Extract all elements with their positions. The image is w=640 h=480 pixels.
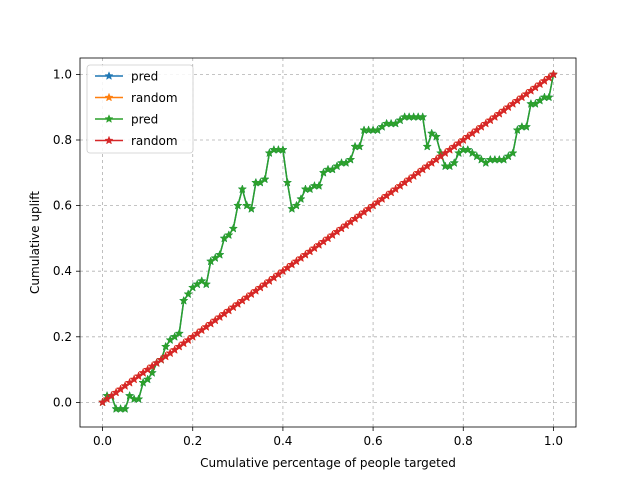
y-tick-label: 1.0 xyxy=(53,67,72,81)
data-point xyxy=(431,131,441,141)
y-tick-label: 0.8 xyxy=(53,133,72,147)
data-point xyxy=(179,295,189,305)
data-point xyxy=(174,328,184,338)
data-point xyxy=(228,223,238,233)
legend-label: random xyxy=(131,134,178,148)
data-point xyxy=(354,141,365,151)
plot-frame xyxy=(79,57,577,428)
data-point xyxy=(544,92,554,102)
legend-swatch-marker xyxy=(104,135,114,145)
x-tick-label: 0.0 xyxy=(93,434,112,448)
legend-swatch-marker xyxy=(104,92,114,102)
legend-swatch-marker xyxy=(104,71,114,80)
data-point xyxy=(215,249,225,259)
data-point xyxy=(345,154,356,164)
data-point xyxy=(508,148,518,158)
data-point xyxy=(521,121,532,131)
x-tick-label: 0.2 xyxy=(183,434,202,448)
x-axis-label: Cumulative percentage of people targeted xyxy=(200,456,456,470)
data-point xyxy=(142,374,153,384)
data-point xyxy=(314,181,324,190)
x-tick-label: 0.8 xyxy=(454,434,473,448)
data-point xyxy=(291,200,302,210)
y-tick-label: 0.2 xyxy=(53,330,72,344)
data-point xyxy=(422,141,432,151)
data-point xyxy=(246,203,256,213)
legend-label: random xyxy=(131,91,178,105)
data-point xyxy=(296,194,306,204)
data-point xyxy=(418,112,428,122)
legend-swatch-marker xyxy=(104,114,114,123)
x-tick-label: 1.0 xyxy=(544,434,563,448)
legend-label: pred xyxy=(131,113,158,127)
data-point xyxy=(449,158,459,167)
data-point xyxy=(161,341,171,351)
data-point xyxy=(282,177,293,187)
legend-entry: random xyxy=(95,134,178,148)
data-point xyxy=(237,184,247,194)
axis-ticks: 0.0 0.2 0.4 0.6 0.8 1.0 0.0 0.2 0.4 0.6 0.8 1.0 xyxy=(53,67,563,448)
legend-entry: random xyxy=(95,91,178,105)
data-point xyxy=(233,200,243,210)
grid xyxy=(80,58,576,427)
x-tick-label: 0.4 xyxy=(273,434,292,448)
y-axis-label: Cumulative uplift xyxy=(28,191,42,294)
data-point xyxy=(201,279,211,289)
data-point xyxy=(548,69,559,79)
legend: pred random pred random xyxy=(86,64,194,154)
data-point xyxy=(278,144,288,154)
y-tick-label: 0.0 xyxy=(53,395,72,409)
plot-series xyxy=(97,69,559,413)
series-random-4 xyxy=(97,69,559,407)
data-point xyxy=(183,289,193,299)
legend-box xyxy=(86,64,194,154)
x-tick-label: 0.6 xyxy=(364,434,383,448)
legend-label: pred xyxy=(131,70,158,84)
y-tick-label: 0.6 xyxy=(53,199,72,213)
data-point xyxy=(260,174,270,184)
data-point xyxy=(133,394,144,404)
legend-entry: pred xyxy=(95,113,158,127)
y-tick-label: 0.4 xyxy=(53,264,72,278)
data-point xyxy=(224,230,234,240)
legend-entry: pred xyxy=(95,70,158,84)
data-point xyxy=(120,404,130,413)
